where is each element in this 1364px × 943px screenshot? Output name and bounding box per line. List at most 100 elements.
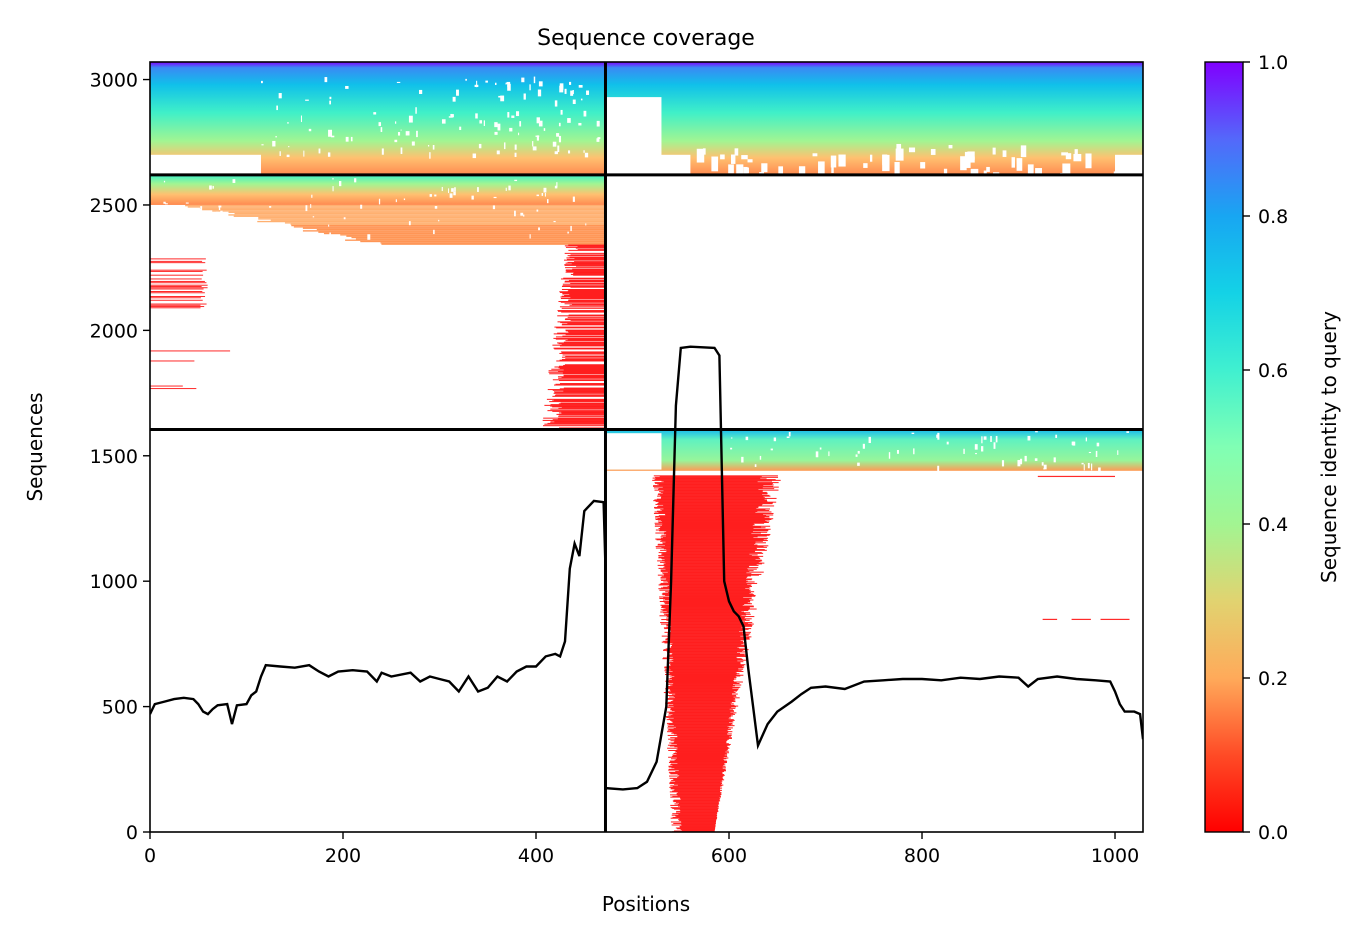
heat-row [657, 520, 770, 522]
heat-speckle [193, 221, 196, 224]
heat-speckle [567, 118, 571, 123]
heat-row [679, 797, 720, 799]
heat-row [661, 641, 744, 643]
heat-speckle [150, 205, 153, 209]
heat-speckle [152, 232, 156, 239]
heat-row [201, 208, 606, 211]
heat-row [546, 398, 606, 400]
heat-row [662, 592, 750, 594]
heat-row [672, 700, 736, 702]
heat-speckle [459, 126, 462, 131]
heat-row [565, 269, 606, 271]
heat-row [564, 245, 606, 247]
heat-row [564, 364, 606, 366]
heat-row [150, 269, 207, 271]
heat-row [662, 559, 762, 561]
heat-row [673, 658, 743, 660]
heat-row [666, 625, 753, 627]
heat-row [673, 728, 729, 730]
colorbar-tick-label: 0.2 [1258, 668, 1288, 690]
heat-row [670, 708, 730, 710]
heat-row [561, 288, 606, 290]
heat-row [657, 494, 763, 496]
heat-row [668, 621, 746, 623]
x-tick-label: 0 [144, 845, 156, 867]
heat-speckle [286, 154, 290, 158]
heat-speckle [981, 436, 983, 444]
heat-speckle [711, 156, 719, 172]
heat-row [671, 674, 744, 676]
heat-speckle [328, 129, 333, 137]
heat-row [669, 745, 728, 747]
heat-row [676, 792, 721, 794]
heat-speckle [151, 215, 155, 220]
heat-speckle [378, 198, 381, 205]
heat-speckle [408, 115, 413, 123]
heat-speckle [798, 166, 806, 180]
heat-speckle [403, 198, 406, 201]
heat-row [666, 655, 747, 657]
heat-row [669, 775, 724, 777]
heat-row [663, 597, 744, 599]
heat-row [662, 537, 754, 539]
heat-row [668, 765, 726, 767]
heat-row [561, 295, 606, 297]
heat-row [663, 649, 749, 651]
heat-row [669, 786, 720, 788]
heat-speckle [523, 214, 525, 217]
heat-row [671, 743, 729, 745]
heat-row [561, 356, 606, 358]
heat-row [564, 252, 606, 254]
heat-row [665, 702, 731, 704]
heat-row [552, 389, 606, 391]
heat-speckle [1024, 455, 1027, 462]
heat-speckle [329, 100, 332, 105]
heat-speckle [560, 109, 563, 115]
heat-row [665, 591, 755, 593]
heat-row [669, 585, 751, 587]
heat-speckle [1016, 158, 1023, 171]
heat-row [564, 281, 606, 283]
heat-speckle [496, 150, 500, 155]
heat-row [661, 540, 768, 542]
heat-row [660, 561, 759, 563]
heat-speckle [450, 114, 454, 118]
heat-row [663, 548, 758, 550]
heat-speckle [438, 219, 440, 222]
heat-row [670, 701, 736, 703]
heat-row [657, 518, 774, 520]
heat-speckle [485, 80, 488, 83]
heat-row [676, 743, 731, 745]
heat-row [654, 524, 755, 526]
heat-speckle [1085, 153, 1092, 169]
heat-speckle [275, 136, 277, 138]
heat-row [571, 263, 606, 265]
heat-row [565, 340, 606, 342]
heat-row [672, 656, 737, 658]
heat-speckle [261, 144, 264, 146]
heat-row [291, 224, 606, 227]
heat-row [679, 818, 717, 820]
heat-row [667, 686, 733, 688]
heat-speckle [1035, 431, 1038, 433]
heat-row [668, 651, 746, 653]
heat-speckle [520, 212, 524, 216]
heat-row [670, 817, 718, 819]
heat-row [674, 759, 725, 761]
heat-row [150, 287, 208, 289]
heat-row [655, 517, 770, 519]
heat-row [667, 734, 732, 736]
heat-speckle [815, 451, 819, 458]
heat-row [673, 822, 716, 824]
heat-speckle [483, 120, 485, 126]
heat-row [554, 395, 606, 397]
heat-row [672, 643, 744, 645]
heat-row [670, 643, 742, 645]
heat-row [669, 616, 746, 618]
heat-row [653, 512, 774, 514]
colorbar-tick-label: 0.0 [1258, 822, 1288, 844]
heat-row [662, 543, 756, 545]
heat-row [553, 347, 606, 349]
heat-speckle [287, 122, 289, 124]
heat-row [552, 379, 606, 381]
